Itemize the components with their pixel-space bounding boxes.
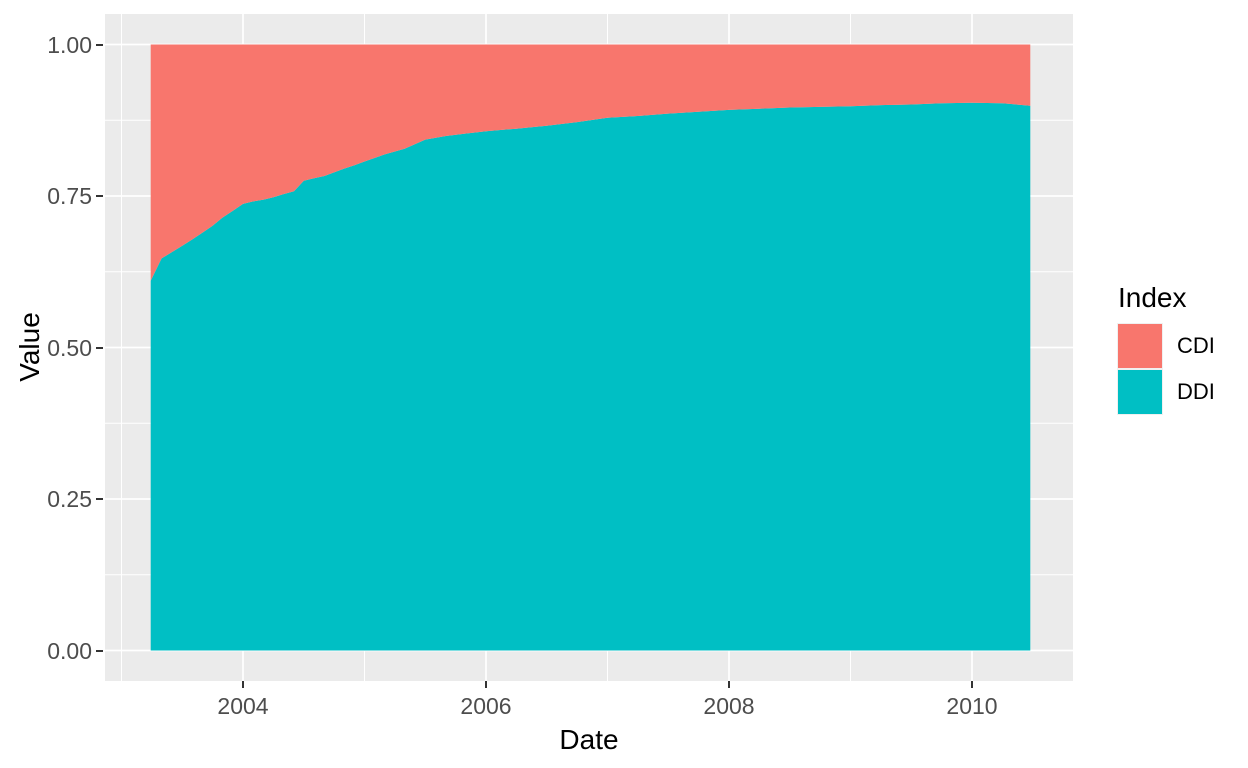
y-axis-title: Value (14, 312, 45, 382)
x-tick-label: 2010 (946, 693, 998, 719)
legend-title: Index (1118, 282, 1187, 313)
legend-label-cdi: CDI (1177, 333, 1215, 358)
legend-label-ddi: DDI (1177, 379, 1215, 404)
x-tick-mark (242, 681, 244, 688)
x-axis-title: Date (559, 724, 619, 755)
y-tick-label: 0.00 (47, 637, 92, 664)
y-tick-label: 0.50 (47, 334, 92, 361)
y-tick-mark (96, 649, 103, 652)
legend-swatch-ddi (1117, 369, 1163, 415)
plot-panel (105, 14, 1073, 681)
area-cdi (150, 44, 1031, 281)
plot-canvas (105, 14, 1073, 681)
y-tick-mark (96, 346, 103, 349)
legend-key-cdi: CDI (1117, 323, 1215, 369)
x-tick-mark (728, 681, 730, 688)
y-tick-label: 0.25 (47, 486, 92, 512)
y-tick-mark (96, 498, 103, 500)
y-tick-mark (96, 195, 103, 197)
y-tick-mark (96, 43, 103, 46)
legend-swatch-cdi (1117, 323, 1163, 369)
x-tick-mark (971, 681, 973, 688)
x-tick-label: 2004 (217, 693, 269, 719)
x-tick-mark (485, 681, 487, 688)
y-tick-label: 0.75 (47, 183, 92, 209)
x-tick-label: 2008 (703, 693, 755, 719)
x-tick-label: 2006 (460, 693, 512, 719)
area-ddi (150, 102, 1031, 651)
y-tick-label: 1.00 (47, 31, 92, 58)
legend-key-ddi: DDI (1117, 369, 1215, 415)
